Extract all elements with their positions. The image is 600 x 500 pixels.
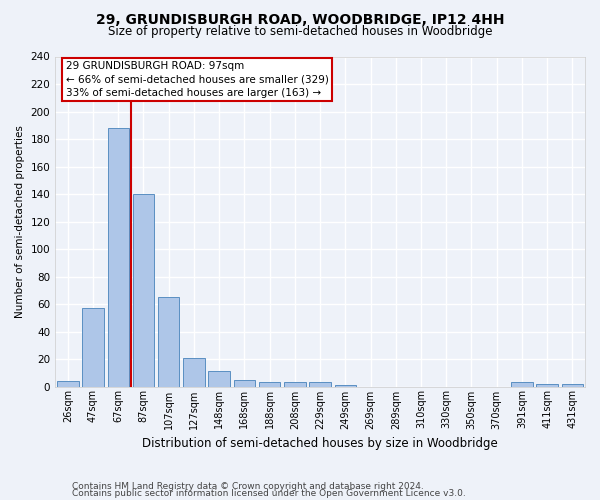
Bar [536, 384, 558, 386]
Bar [511, 382, 533, 386]
Bar [82, 308, 104, 386]
Text: Contains public sector information licensed under the Open Government Licence v3: Contains public sector information licen… [72, 490, 466, 498]
Bar [57, 381, 79, 386]
Bar [208, 372, 230, 386]
X-axis label: Distribution of semi-detached houses by size in Woodbridge: Distribution of semi-detached houses by … [142, 437, 498, 450]
Bar [133, 194, 154, 386]
Bar [107, 128, 129, 386]
Bar [259, 382, 280, 386]
Bar [335, 385, 356, 386]
Bar [562, 384, 583, 386]
Bar [158, 297, 179, 386]
Bar [310, 382, 331, 386]
Bar [233, 380, 255, 386]
Bar [183, 358, 205, 386]
Text: Size of property relative to semi-detached houses in Woodbridge: Size of property relative to semi-detach… [108, 25, 492, 38]
Y-axis label: Number of semi-detached properties: Number of semi-detached properties [15, 125, 25, 318]
Text: 29 GRUNDISBURGH ROAD: 97sqm
← 66% of semi-detached houses are smaller (329)
33% : 29 GRUNDISBURGH ROAD: 97sqm ← 66% of sem… [66, 62, 329, 98]
Bar [284, 382, 305, 386]
Text: Contains HM Land Registry data © Crown copyright and database right 2024.: Contains HM Land Registry data © Crown c… [72, 482, 424, 491]
Text: 29, GRUNDISBURGH ROAD, WOODBRIDGE, IP12 4HH: 29, GRUNDISBURGH ROAD, WOODBRIDGE, IP12 … [96, 12, 504, 26]
